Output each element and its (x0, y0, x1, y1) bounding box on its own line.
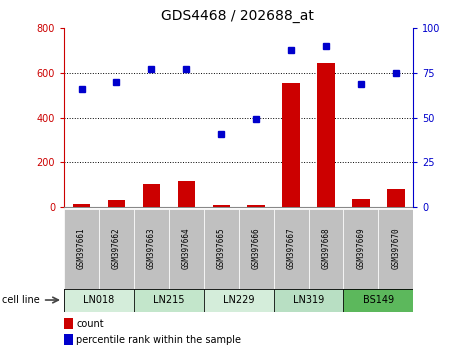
Bar (274, 209, 309, 289)
Text: BS149: BS149 (363, 295, 394, 305)
Text: GSM397662: GSM397662 (112, 228, 121, 269)
Text: LN229: LN229 (223, 295, 255, 305)
Bar (64, 209, 99, 289)
Bar (169, 209, 204, 289)
Text: GSM397667: GSM397667 (286, 228, 295, 269)
Bar (379, 209, 413, 289)
Text: GSM397661: GSM397661 (77, 228, 86, 269)
Bar (387, 189, 405, 207)
Text: GSM397664: GSM397664 (182, 228, 191, 269)
Bar (64, 318, 73, 329)
Bar (73, 204, 90, 207)
Text: GSM397670: GSM397670 (391, 228, 400, 269)
Bar (343, 209, 379, 289)
Text: GSM397663: GSM397663 (147, 228, 156, 269)
Bar (204, 209, 238, 289)
Bar (64, 289, 134, 312)
Text: LN018: LN018 (84, 295, 114, 305)
Bar (204, 289, 274, 312)
Bar (247, 205, 265, 207)
Bar (238, 209, 274, 289)
Bar (309, 209, 343, 289)
Bar (99, 209, 134, 289)
Bar (317, 63, 335, 207)
Bar (178, 181, 195, 207)
Bar (108, 200, 125, 207)
Text: GSM397669: GSM397669 (356, 228, 365, 269)
Bar (274, 289, 343, 312)
Text: percentile rank within the sample: percentile rank within the sample (76, 335, 241, 345)
Text: GSM397668: GSM397668 (322, 228, 331, 269)
Bar (212, 205, 230, 207)
Bar (64, 334, 73, 346)
Text: cell line: cell line (2, 295, 40, 305)
Text: GDS4468 / 202688_at: GDS4468 / 202688_at (161, 9, 314, 23)
Bar (142, 184, 160, 207)
Bar (134, 289, 204, 312)
Text: GSM397666: GSM397666 (252, 228, 261, 269)
Text: GSM397665: GSM397665 (217, 228, 226, 269)
Bar (352, 199, 370, 207)
Text: LN215: LN215 (153, 295, 185, 305)
Bar (134, 209, 169, 289)
Text: count: count (76, 319, 104, 329)
Bar (343, 289, 413, 312)
Bar (282, 83, 300, 207)
Text: LN319: LN319 (293, 295, 324, 305)
